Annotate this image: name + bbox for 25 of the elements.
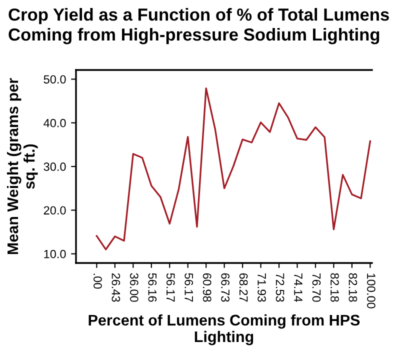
chart-title: Crop Yield as a Function of % of Total Lumens Coming from High-pressure Sodium Lighting: [8, 8, 389, 44]
x-tick-label: 56.16: [148, 273, 157, 302]
y-tick-label: 30.0: [44, 162, 66, 171]
y-tick-label: 50.0: [44, 75, 66, 84]
x-tick-label: 66.73: [221, 273, 230, 302]
x-tick-label: 82.18: [348, 273, 358, 302]
x-tick-label: 56.17: [166, 273, 175, 302]
x-tick-label: 56.17: [184, 273, 194, 302]
x-tick-label: 82.18: [330, 273, 339, 302]
x-tick-label: .00: [94, 274, 102, 289]
x-tick-label: 68.27: [239, 273, 248, 302]
line-series: [96, 88, 372, 250]
x-tick-label: 100.00: [367, 274, 376, 308]
x-tick-label: 76.70: [312, 273, 321, 302]
y-tick-label: 10.0: [44, 250, 66, 258]
x-axis-title: Percent of Lumens Coming from HPS Lighting: [88, 314, 360, 346]
y-tick-label: 20.0: [44, 206, 66, 215]
x-tick-label: 36.00: [130, 273, 138, 302]
x-tick-label: 71.93: [258, 273, 266, 302]
x-tick-label: 26.43: [112, 273, 120, 302]
y-axis-title: Mean Weight (grams per sq. ft.): [6, 78, 38, 254]
x-tick-label: 60.98: [202, 273, 212, 302]
x-tick-label: 74.14: [294, 273, 302, 302]
y-tick-label: 40.0: [44, 118, 66, 128]
x-tick-label: 72.53: [276, 273, 284, 302]
